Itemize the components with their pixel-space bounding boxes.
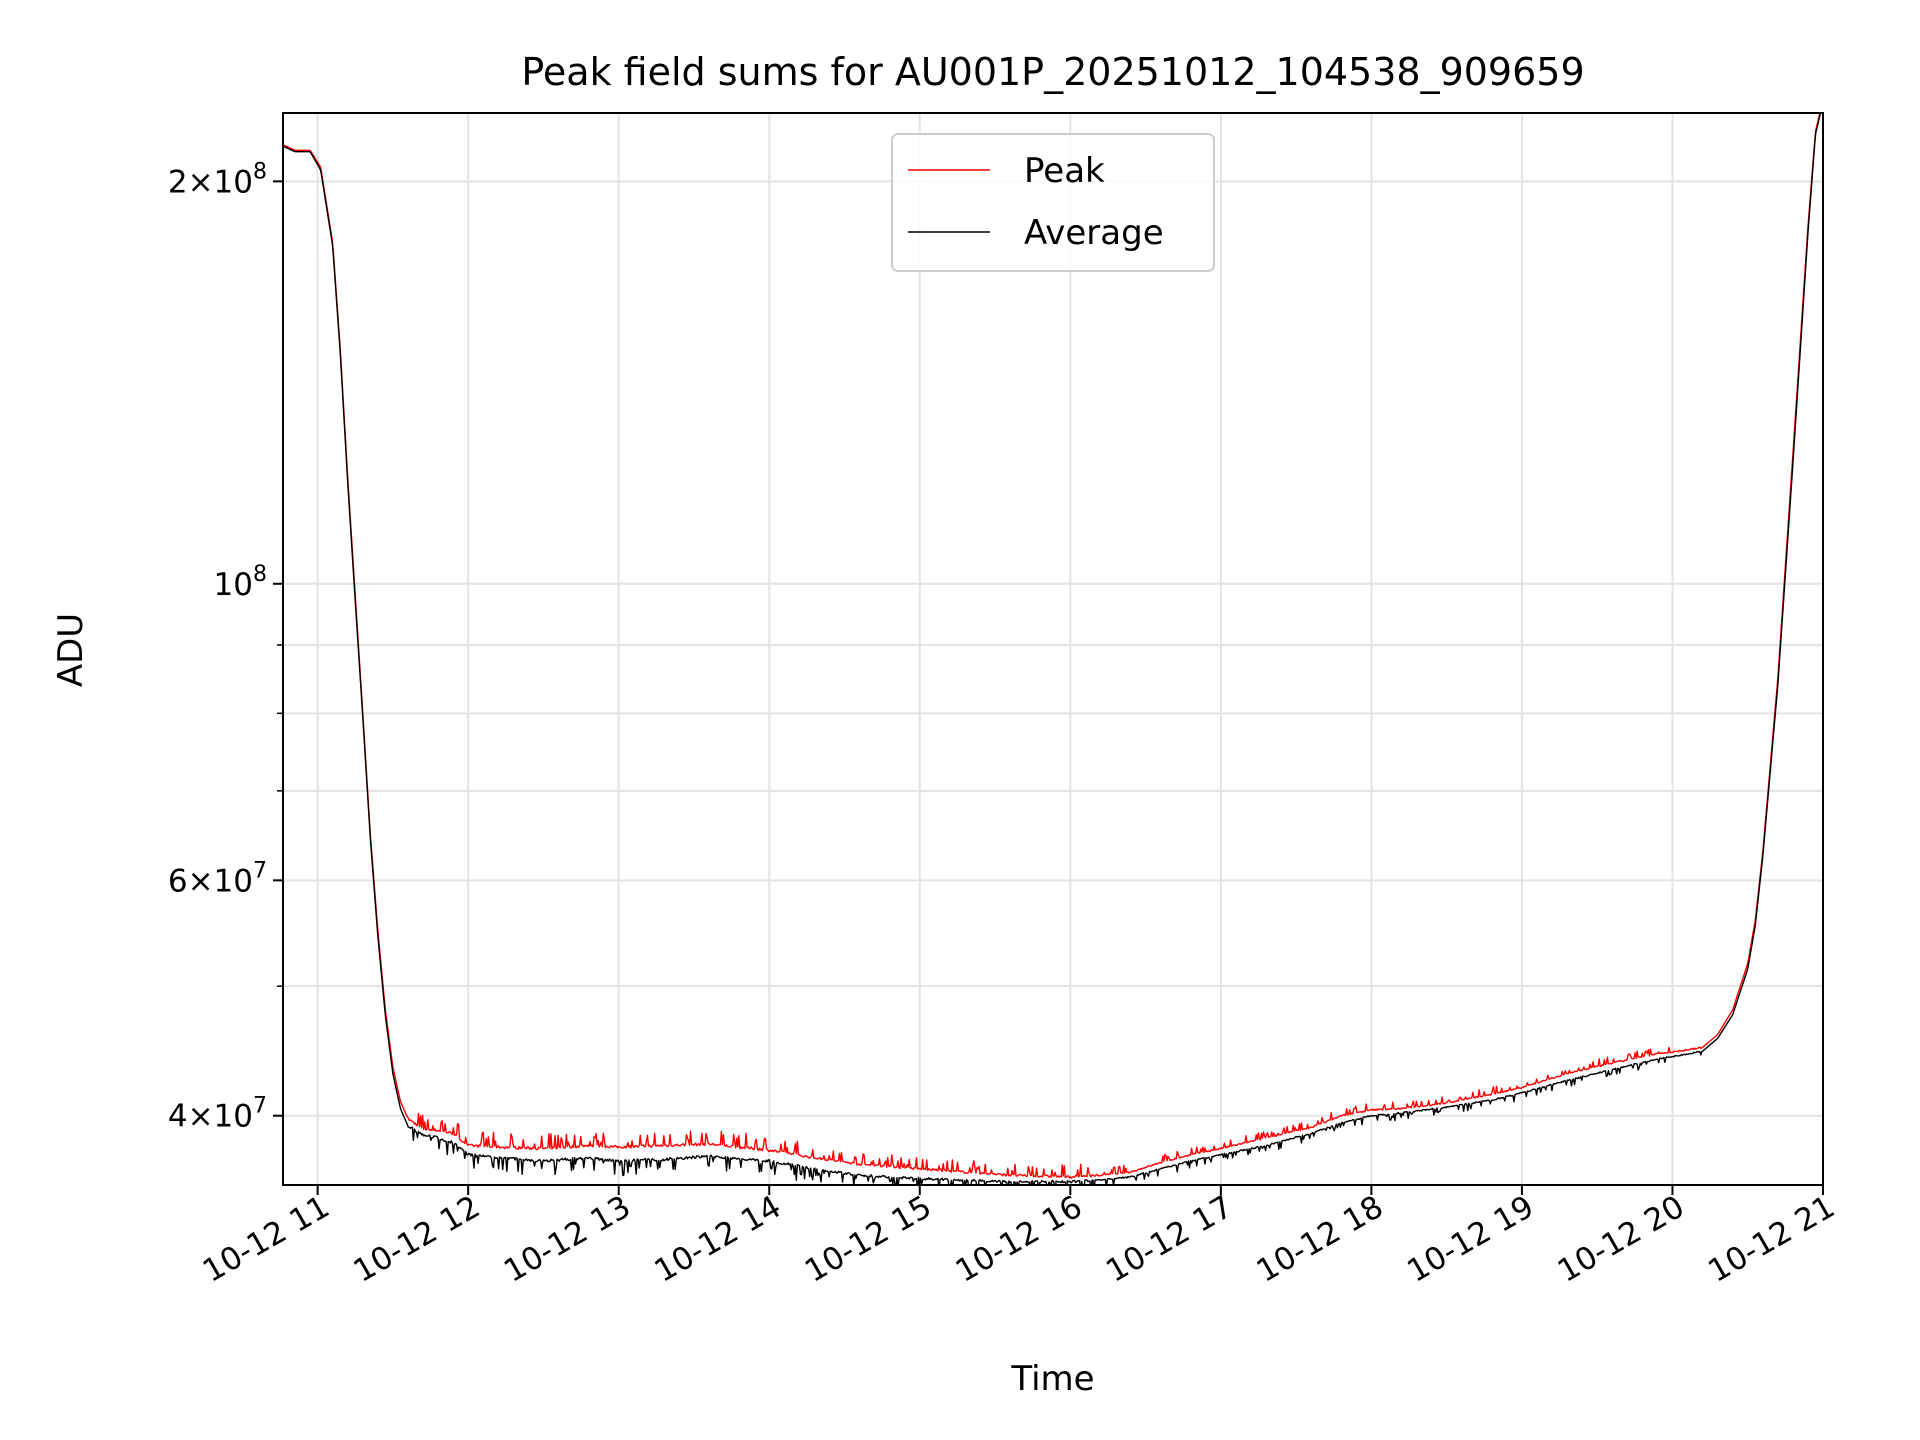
y-tick-base: 10 (214, 567, 253, 603)
y-tick-exponent: 8 (253, 159, 267, 184)
chart-title: Peak field sums for AU001P_20251012_1045… (521, 50, 1584, 94)
y-tick-exponent: 8 (253, 562, 267, 587)
legend-box (891, 133, 1215, 272)
legend: Peak Average (891, 133, 1215, 272)
y-tick-label: 108 (214, 562, 267, 603)
series-layer (283, 113, 1822, 1185)
series-line-peak (283, 113, 1821, 1179)
y-axis-label: ADU (51, 613, 91, 687)
y-tick-label: 4×107 (168, 1094, 267, 1135)
y-tick-mantissa: 2 (168, 164, 188, 200)
y-tick-times: × (188, 164, 214, 200)
y-tick-exponent: 7 (253, 1094, 267, 1119)
series-line-average (283, 113, 1822, 1185)
y-tick-base: 10 (214, 164, 253, 200)
y-tick-label: 6×107 (168, 858, 267, 899)
y-tick-base: 10 (214, 1099, 253, 1135)
y-tick-label: 2×108 (168, 159, 267, 200)
legend-label-peak: Peak (1024, 151, 1105, 191)
y-tick-times: × (188, 1099, 214, 1135)
y-tick-exponent: 7 (253, 858, 267, 883)
x-axis-label: Time (1010, 1359, 1094, 1399)
y-tick-base: 10 (214, 863, 253, 899)
y-tick-times: × (188, 863, 214, 899)
plot-frame (282, 112, 1824, 1186)
legend-label-average: Average (1024, 213, 1164, 253)
y-tick-mantissa: 4 (168, 1099, 188, 1135)
y-tick-mantissa: 6 (168, 863, 188, 899)
